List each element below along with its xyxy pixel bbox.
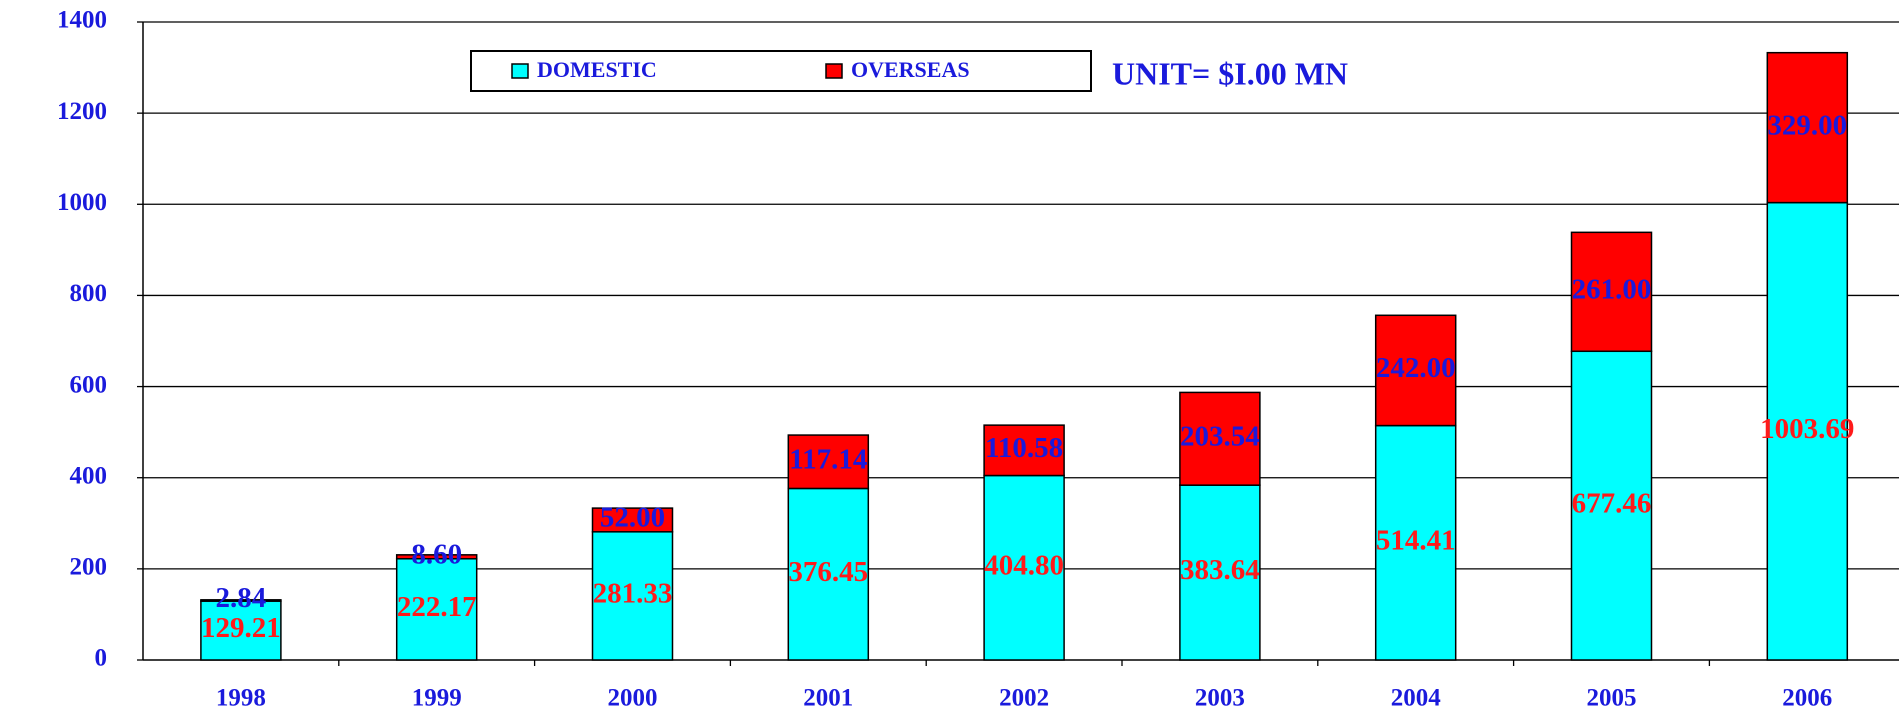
legend-swatch — [511, 63, 529, 79]
bar-segment — [395, 558, 478, 661]
bar-segment — [1766, 201, 1849, 661]
value-label: 222.17 — [397, 591, 477, 623]
value-label: 329.00 — [1767, 109, 1847, 141]
bar-segment — [1570, 350, 1653, 661]
bar-segment — [1570, 231, 1653, 353]
x-tick-label: 2002 — [999, 685, 1049, 712]
x-tick-label: 1999 — [412, 685, 462, 712]
bar-segment — [1179, 484, 1261, 661]
x-tick-label: 2006 — [1782, 685, 1832, 712]
y-tick-label: 0 — [95, 645, 108, 672]
x-tick-label: 2003 — [1195, 685, 1245, 712]
x-tick-label: 2004 — [1391, 685, 1442, 712]
y-tick-label: 600 — [70, 371, 108, 398]
legend-label: OVERSEAS — [851, 57, 970, 82]
unit-annotation: UNIT= $I.00 MN — [1112, 55, 1348, 91]
bar-segment — [395, 554, 478, 560]
bar-segment — [1374, 424, 1457, 661]
value-label: 203.54 — [1180, 420, 1260, 452]
bar-segment — [1766, 51, 1849, 204]
bar-segment — [591, 531, 674, 661]
x-tick-label: 2000 — [608, 685, 658, 712]
y-tick-label: 1200 — [57, 98, 107, 125]
value-label: 376.45 — [788, 556, 868, 588]
bar-segment — [200, 599, 282, 602]
bar-segment — [983, 474, 1065, 661]
bar-segment — [787, 434, 870, 490]
bar-segment — [591, 507, 674, 533]
value-label: 514.41 — [1376, 524, 1456, 556]
value-label: 281.33 — [593, 578, 673, 610]
bar-segment — [1374, 314, 1457, 427]
value-label: 1003.69 — [1760, 413, 1854, 445]
value-label: 383.64 — [1180, 554, 1260, 586]
y-tick-label: 1400 — [57, 7, 107, 34]
y-tick-label: 800 — [70, 280, 108, 307]
value-label: 8.60 — [411, 538, 462, 570]
y-tick-label: 1000 — [57, 189, 107, 216]
x-tick-label: 2001 — [803, 685, 853, 712]
value-label: 52.00 — [600, 502, 665, 534]
value-label: 129.21 — [201, 612, 281, 644]
value-label: 2.84 — [216, 582, 267, 614]
value-label: 242.00 — [1376, 352, 1456, 384]
legend-box — [470, 50, 1092, 92]
x-tick-label: 2005 — [1587, 685, 1637, 712]
value-label: 261.00 — [1572, 273, 1652, 305]
bar-segment — [787, 487, 870, 661]
bar-segment — [983, 424, 1065, 477]
legend-swatch — [825, 63, 843, 79]
x-tick-label: 1998 — [216, 685, 266, 712]
y-tick-label: 200 — [70, 554, 108, 581]
value-label: 677.46 — [1572, 487, 1652, 519]
value-label: 117.14 — [789, 443, 867, 475]
bar-segment — [200, 600, 282, 661]
value-label: 404.80 — [984, 549, 1064, 581]
value-label: 110.58 — [985, 432, 1063, 464]
bar-segment — [1179, 391, 1261, 486]
legend-label: DOMESTIC — [537, 57, 657, 82]
y-tick-label: 400 — [70, 462, 108, 489]
